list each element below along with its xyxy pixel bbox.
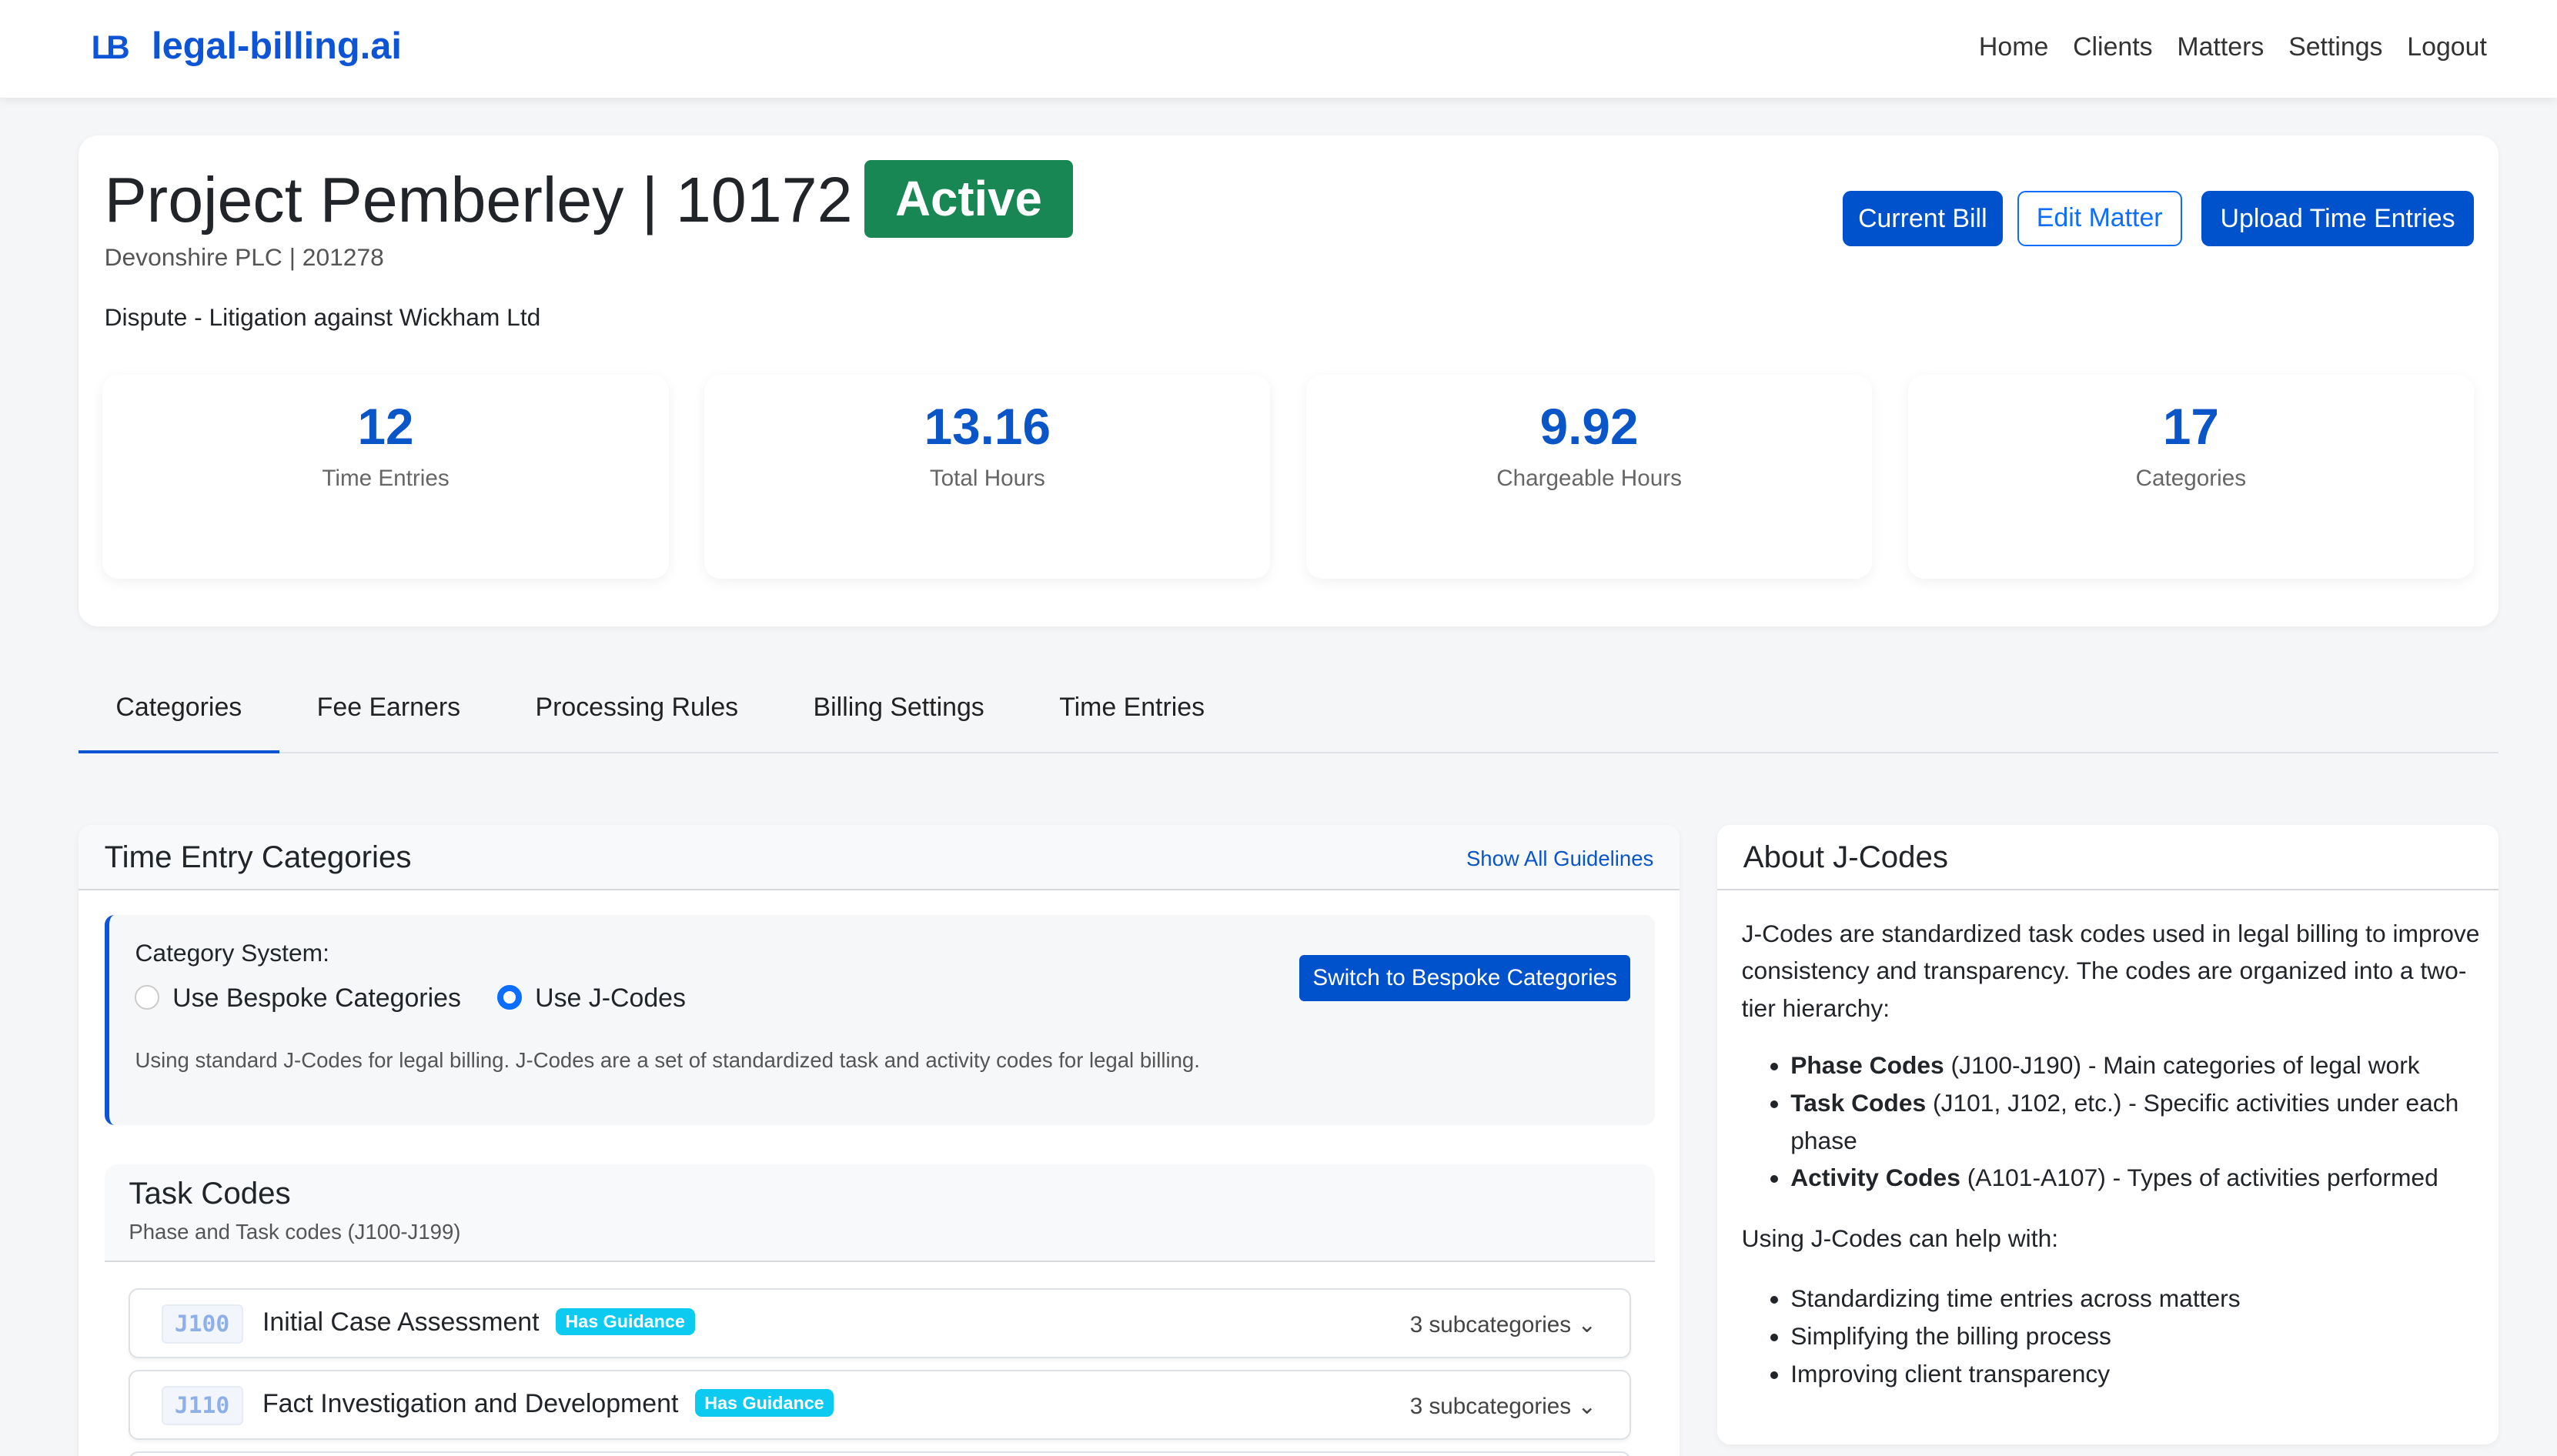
category-info: Using standard J-Codes for legal billing… — [135, 1048, 1200, 1073]
nav-logout[interactable]: Logout — [2407, 32, 2487, 62]
item-name: Fact Investigation and Development — [262, 1388, 679, 1418]
edit-matter-button[interactable]: Edit Matter — [2017, 190, 2182, 246]
radio-bespoke[interactable]: Use Bespoke Categories — [135, 983, 461, 1013]
item-name: Initial Case Assessment — [262, 1307, 540, 1337]
tab-billing-settings[interactable]: Billing Settings — [813, 693, 984, 723]
code-label: J100 — [161, 1304, 243, 1344]
stat-categories: 17 Categories — [1907, 375, 2474, 579]
status-badge: Active — [864, 159, 1074, 239]
benefit-item: Simplifying the billing process — [1790, 1317, 2482, 1355]
switch-bespoke-button[interactable]: Switch to Bespoke Categories — [1299, 955, 1631, 1001]
tier-item: Phase Codes (J100-J190) - Main categorie… — [1790, 1047, 2482, 1084]
logo-text[interactable]: legal-billing.ai — [152, 25, 402, 67]
tab-categories[interactable]: Categories — [78, 662, 279, 753]
tier-item: Task Codes (J101, J102, etc.) - Specific… — [1790, 1084, 2482, 1159]
help-intro: Using J-Codes can help with: — [1741, 1224, 2059, 1252]
nav-matters[interactable]: Matters — [2177, 32, 2265, 62]
radio-unchecked-icon[interactable] — [135, 984, 160, 1010]
radio-jcodes[interactable]: Use J-Codes — [497, 983, 686, 1013]
navbar: LB legal-billing.ai Home Clients Matters… — [0, 0, 2557, 99]
benefit-item: Improving client transparency — [1790, 1355, 2482, 1393]
page-title: Project Pemberley | 10172 — [104, 163, 853, 235]
client-info: Devonshire PLC | 201278 — [104, 242, 384, 271]
nav-settings[interactable]: Settings — [2288, 32, 2383, 62]
upload-time-entries-button[interactable]: Upload Time Entries — [2201, 190, 2474, 246]
chevron-down-icon[interactable]: ⌄ — [1577, 1394, 1597, 1420]
task-codes-subtitle: Phase and Task codes (J100-J199) — [129, 1219, 461, 1244]
tab-fee-earners[interactable]: Fee Earners — [316, 693, 461, 723]
matter-description: Dispute - Litigation against Wickham Ltd — [104, 303, 541, 332]
about-title: About J-Codes — [1743, 840, 1949, 875]
subcategory-count: 3 subcategories — [1409, 1394, 1572, 1420]
stat-time-entries: 12 Time Entries — [102, 375, 669, 579]
subcategory-count: 3 subcategories — [1409, 1312, 1572, 1338]
task-codes-section: Task Codes Phase and Task codes (J100-J1… — [104, 1164, 1656, 1456]
task-code-item[interactable]: J100 Initial Case Assessment Has Guidance… — [129, 1287, 1631, 1358]
matter-card: Project Pemberley | 10172 Active Devonsh… — [78, 135, 2499, 626]
stat-chargeable-hours: 9.92 Chargeable Hours — [1306, 375, 1873, 579]
category-system-label: Category System: — [135, 939, 329, 967]
nav-clients[interactable]: Clients — [2073, 32, 2153, 62]
guidance-badge: Has Guidance — [694, 1389, 834, 1417]
category-system-box: Category System: Use Bespoke Categories … — [104, 914, 1656, 1125]
about-jcodes-card: About J-Codes J-Codes are standardized t… — [1716, 825, 2499, 1445]
benefit-item: Standardizing time entries across matter… — [1790, 1280, 2482, 1317]
tab-time-entries[interactable]: Time Entries — [1059, 693, 1205, 723]
chevron-down-icon[interactable]: ⌄ — [1577, 1312, 1597, 1338]
categories-title: Time Entry Categories — [104, 840, 412, 875]
about-intro: J-Codes are standardized task codes used… — [1741, 919, 2480, 1022]
categories-card: Time Entry Categories Show All Guideline… — [78, 825, 1680, 1456]
tier-item: Activity Codes (A101-A107) - Types of ac… — [1790, 1159, 2482, 1197]
radio-checked-icon[interactable] — [497, 984, 523, 1010]
tab-processing-rules[interactable]: Processing Rules — [535, 693, 739, 723]
tab-bar: Categories Fee Earners Processing Rules … — [78, 662, 2499, 753]
task-code-item[interactable]: J110 Fact Investigation and Development H… — [129, 1369, 1631, 1440]
task-codes-title: Task Codes — [129, 1175, 291, 1211]
guidance-badge: Has Guidance — [555, 1307, 695, 1335]
task-code-item[interactable] — [129, 1451, 1631, 1456]
nav-home[interactable]: Home — [1978, 32, 2049, 62]
stat-total-hours: 13.16 Total Hours — [704, 375, 1271, 579]
show-guidelines-link[interactable]: Show All Guidelines — [1466, 846, 1654, 870]
code-label: J110 — [161, 1385, 243, 1425]
logo-icon[interactable]: LB — [91, 29, 130, 66]
current-bill-button[interactable]: Current Bill — [1843, 190, 2003, 246]
